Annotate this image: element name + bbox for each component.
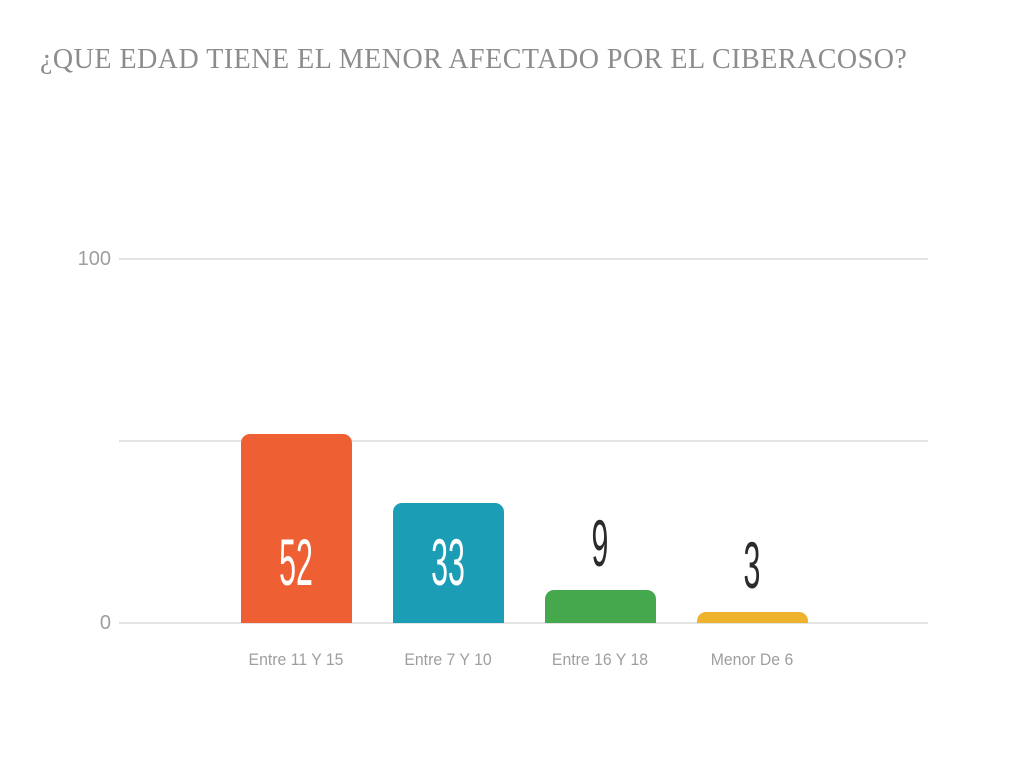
gridline-50 (119, 440, 928, 442)
bar-value-label: 9 (591, 506, 609, 581)
bar-entre-7-y-10 (392, 502, 504, 623)
bar-value-label: 52 (279, 525, 313, 599)
x-axis-category-label: Entre 11 Y 15 (248, 650, 344, 669)
y-axis-tick-label: 0 (99, 612, 111, 634)
chart-title: ¿QUE EDAD TIENE EL MENOR AFECTADO POR EL… (40, 44, 908, 75)
gridline-100 (119, 258, 928, 260)
bar-value-label: 3 (743, 528, 761, 603)
y-axis-tick-label: 100 (77, 248, 111, 270)
x-axis-category-label: Menor De 6 (710, 650, 794, 669)
x-axis-category-label: Entre 16 Y 18 (551, 650, 649, 669)
gridline-0 (119, 622, 928, 624)
bar-value-label: 33 (431, 525, 465, 599)
bar-entre-16-y-18 (544, 590, 656, 623)
x-axis-category-label: Entre 7 Y 10 (404, 650, 492, 669)
bar-menor-de-6 (696, 612, 808, 623)
bar-entre-11-y-15 (240, 433, 352, 623)
